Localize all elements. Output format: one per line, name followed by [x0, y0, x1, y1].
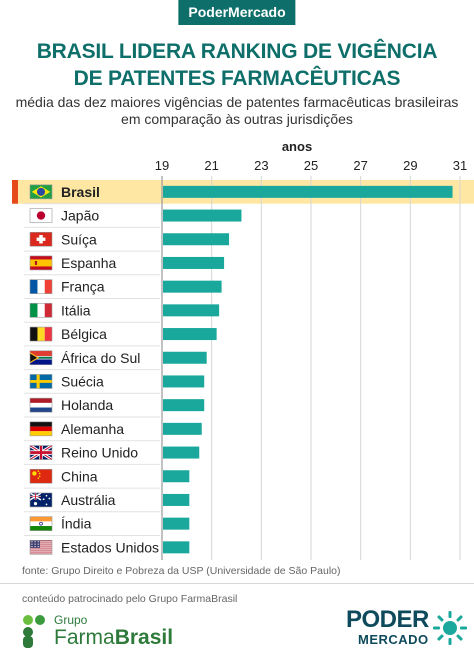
farmabrasil-name: FarmaBrasil — [54, 626, 173, 650]
farmabrasil-grupo-text: Grupo — [54, 613, 88, 627]
chart-title: BRASIL LIDERA RANKING DE VIGÊNCIA DE PAT… — [0, 38, 474, 92]
chart-subtitle: média das dez maiores vigências de paten… — [0, 94, 474, 128]
category-label: África do Sul — [61, 350, 140, 366]
highlight-marker — [12, 180, 18, 204]
category-label: Reino Unido — [61, 445, 138, 461]
flag-icon — [29, 184, 53, 200]
flag-icon — [29, 397, 53, 413]
flag-icon — [29, 540, 53, 555]
podermercado-sun-icon — [433, 611, 467, 645]
bar — [163, 541, 190, 554]
tick-label: 25 — [304, 158, 318, 173]
tick-label: 29 — [403, 158, 417, 173]
flag-icon — [29, 421, 53, 437]
title-line-2: DE PATENTES FARMACÊUTICAS — [73, 67, 401, 90]
bar — [163, 399, 205, 412]
flag-icon — [29, 231, 53, 247]
farmabrasil-brasil-text: Brasil — [114, 626, 174, 649]
category-label: França — [61, 279, 105, 295]
bar-chart: anos 19 21 23 25 27 29 31 Brasil Japão Suíça Espanh… — [12, 139, 474, 560]
category-label: Itália — [61, 302, 91, 318]
podermercado-logo: PODER MERCADO — [344, 606, 469, 650]
tick-label: 21 — [204, 158, 218, 173]
flag-icon — [29, 350, 53, 366]
category-label: China — [61, 468, 98, 484]
category-label: Alemanha — [61, 421, 124, 437]
footer-divider — [0, 583, 474, 584]
farmabrasil-farma-text: Farma — [54, 626, 115, 649]
category-label: Japão — [61, 208, 99, 224]
flag-icon — [29, 468, 53, 484]
axis-title: anos — [282, 139, 312, 154]
brand-tag: PoderMercado — [178, 0, 296, 25]
category-label: Brasil — [61, 184, 100, 200]
subtitle-line-2: em comparação às outras jurisdições — [121, 111, 353, 127]
category-label: Holanda — [61, 397, 113, 413]
bar — [163, 375, 205, 388]
bar — [163, 446, 200, 459]
flag-icon — [29, 303, 53, 318]
category-label: Índia — [61, 516, 92, 532]
tick-label: 27 — [353, 158, 367, 173]
bar — [163, 185, 453, 198]
flag-icon — [29, 516, 53, 531]
bar — [163, 304, 220, 317]
category-label: Suíça — [61, 231, 97, 247]
flag-icon — [29, 326, 53, 342]
bar — [163, 209, 242, 222]
farmabrasil-logo: Grupo FarmaBrasil — [20, 612, 173, 652]
flag-icon — [29, 279, 53, 294]
bar — [163, 328, 217, 341]
flag-icon — [29, 374, 53, 389]
farmabrasil-logo-icon — [23, 615, 45, 648]
tick-label: 31 — [453, 158, 467, 173]
category-label: Estados Unidos — [61, 539, 159, 555]
tick-label: 23 — [254, 158, 268, 173]
bar — [163, 422, 202, 435]
category-label: Bélgica — [61, 326, 107, 342]
tick-label: 19 — [155, 158, 169, 173]
subtitle-line-1: média das dez maiores vigências de paten… — [15, 94, 459, 110]
podermercado-logo-top: PODER — [346, 606, 429, 633]
bar — [163, 517, 190, 530]
flag-icon — [29, 255, 53, 271]
title-line-1: BRASIL LIDERA RANKING DE VIGÊNCIA — [36, 40, 438, 63]
bar — [163, 470, 190, 483]
bar — [163, 351, 207, 364]
bar — [163, 280, 222, 293]
bar — [163, 233, 230, 246]
flag-icon — [29, 444, 53, 461]
podermercado-logo-bottom: MERCADO — [358, 632, 429, 647]
category-label: Suécia — [61, 373, 104, 389]
sponsor-note: conteúdo patrocinado pelo Grupo FarmaBra… — [22, 593, 238, 605]
bar — [163, 256, 225, 269]
source-note: fonte: Grupo Direito e Pobreza da USP (U… — [22, 565, 341, 577]
flag-icon — [29, 492, 53, 508]
category-label: Espanha — [61, 255, 116, 271]
flag-icon — [29, 208, 53, 223]
category-label: Austrália — [61, 492, 116, 508]
bar — [163, 493, 190, 506]
